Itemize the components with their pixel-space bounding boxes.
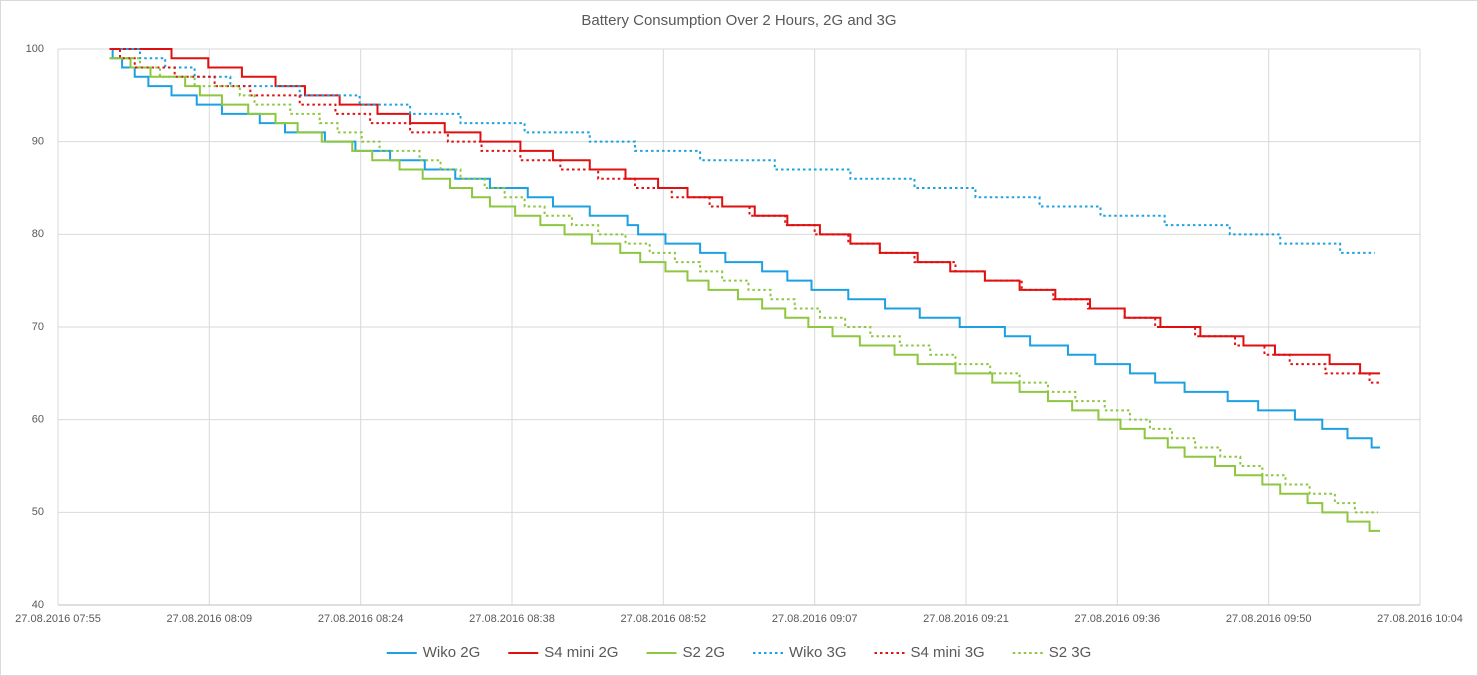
y-tick-label: 60	[32, 414, 44, 426]
series-line	[109, 48, 1381, 449]
legend-text: S2 2G	[682, 644, 725, 661]
y-tick-label: 90	[32, 136, 44, 148]
series-line	[109, 57, 1378, 514]
y-tick-label: 80	[32, 228, 44, 240]
series-line	[109, 48, 1381, 375]
legend-text: Wiko 2G	[423, 644, 481, 661]
x-tick-label: 27.08.2016 08:52	[621, 613, 707, 625]
x-tick-label: 27.08.2016 08:24	[318, 613, 404, 625]
x-tick-label: 27.08.2016 09:50	[1226, 613, 1312, 625]
x-tick-label: 27.08.2016 08:38	[469, 613, 555, 625]
legend-text: S4 mini 2G	[544, 644, 618, 661]
y-tick-label: 70	[32, 321, 44, 333]
x-tick-label: 27.08.2016 09:36	[1075, 613, 1161, 625]
x-tick-label: 27.08.2016 09:21	[923, 613, 1009, 625]
legend-text: S4 mini 3G	[911, 644, 985, 661]
legend-text: S2 3G	[1049, 644, 1092, 661]
series-line	[109, 57, 1381, 532]
x-tick-label: 27.08.2016 09:07	[772, 613, 858, 625]
x-tick-label: 27.08.2016 08:09	[167, 613, 253, 625]
y-tick-label: 100	[26, 43, 44, 55]
chart-title: Battery Consumption Over 2 Hours, 2G and…	[581, 12, 896, 29]
x-tick-label: 27.08.2016 10:04	[1377, 613, 1463, 625]
y-tick-label: 40	[32, 599, 44, 611]
legend-text: Wiko 3G	[789, 644, 847, 661]
y-tick-label: 50	[32, 506, 44, 518]
series-line	[109, 48, 1375, 254]
x-tick-label: 27.08.2016 07:55	[15, 613, 101, 625]
